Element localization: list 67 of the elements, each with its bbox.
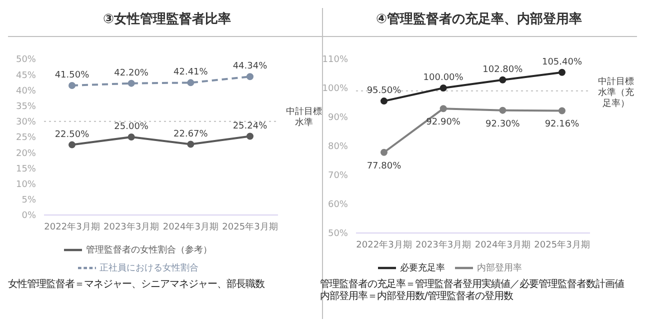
data-label: 77.80% [366, 161, 402, 172]
x-tick-label: 2025年3月期 [534, 239, 590, 250]
y-tick-label: 35% [16, 102, 36, 112]
point [440, 84, 447, 92]
x-tick-label: 2022年3月期 [44, 221, 100, 232]
y-tick-label: 50% [328, 229, 348, 240]
chart-title: ③女性管理監督者比率 [102, 10, 232, 29]
y-tick-label: 70% [328, 171, 348, 182]
data-label: 25.00% [114, 122, 149, 132]
data-label: 102.80% [482, 64, 524, 75]
y-tick-label: 20% [16, 148, 36, 159]
data-label: 41.50% [54, 70, 90, 81]
data-label: 22.67% [174, 129, 208, 140]
point [380, 148, 388, 156]
x-tick-label: 2024年3月期 [162, 221, 218, 232]
point [380, 98, 388, 105]
y-tick-label: 0% [22, 211, 36, 222]
data-label: 92.90% [426, 118, 461, 128]
data-label: 42.41% [174, 68, 208, 78]
x-tick-label: 2023年3月期 [416, 239, 472, 250]
y-tick-label: 110% [322, 55, 348, 66]
point [246, 132, 254, 140]
x-tick-label: 2024年3月期 [474, 239, 530, 250]
point [128, 80, 135, 87]
data-label: 92.16% [544, 120, 580, 130]
y-tick-label: 60% [328, 200, 348, 210]
data-label: 105.40% [542, 57, 582, 68]
y-tick-label: 10% [16, 180, 36, 190]
text: 管理監督者の充足率＝管理監督者登用実績値／必要管理監督者数計画値 [320, 279, 626, 290]
y-tick-label: 45% [16, 70, 36, 81]
text: 内部登用率＝内部登用数/管理監督者の登用数 [320, 291, 514, 303]
point [187, 79, 194, 86]
y-tick-label: 80% [328, 142, 348, 152]
point [128, 134, 135, 140]
data-label: 22.50% [54, 130, 90, 140]
point [558, 107, 566, 114]
y-tick-label: 40% [16, 86, 36, 96]
legend-label: 内部登用率 [477, 263, 522, 274]
data-label: 95.50% [366, 86, 402, 96]
data-label: 92.30% [486, 119, 520, 130]
point [68, 141, 76, 148]
point [499, 106, 506, 114]
data-label: 42.20% [114, 68, 149, 78]
y-tick-label: 5% [22, 196, 36, 206]
y-tick-label: 25% [16, 133, 36, 144]
point [246, 73, 254, 80]
point [558, 68, 566, 76]
data-label: 25.24% [232, 121, 268, 132]
y-tick-label: 50% [16, 55, 36, 66]
x-tick-label: 2023年3月期 [104, 221, 160, 232]
legend-label: 管理監督者の女性割合（参考） [86, 245, 212, 256]
point [68, 82, 76, 90]
text: 女性管理監督者＝マネジャー、シニアマネジャー、部長職数 [8, 279, 264, 290]
y-tick-label: 30% [16, 118, 36, 128]
point [440, 105, 447, 112]
legend-label: 正社員における女性割合 [100, 263, 198, 274]
y-tick-label: 100% [322, 84, 348, 94]
y-tick-label: 90% [328, 113, 348, 124]
data-label: 100.00% [423, 73, 464, 83]
data-label: 44.34% [232, 62, 268, 72]
point [187, 140, 194, 148]
point [499, 76, 506, 84]
y-tick-label: 15% [16, 164, 36, 174]
chart-title: ④管理監督者の充足率、内部登用率 [374, 10, 583, 29]
x-tick-label: 2025年3月期 [222, 221, 278, 232]
legend-label: 必要充足率 [400, 263, 445, 274]
x-tick-label: 2022年3月期 [356, 239, 412, 250]
